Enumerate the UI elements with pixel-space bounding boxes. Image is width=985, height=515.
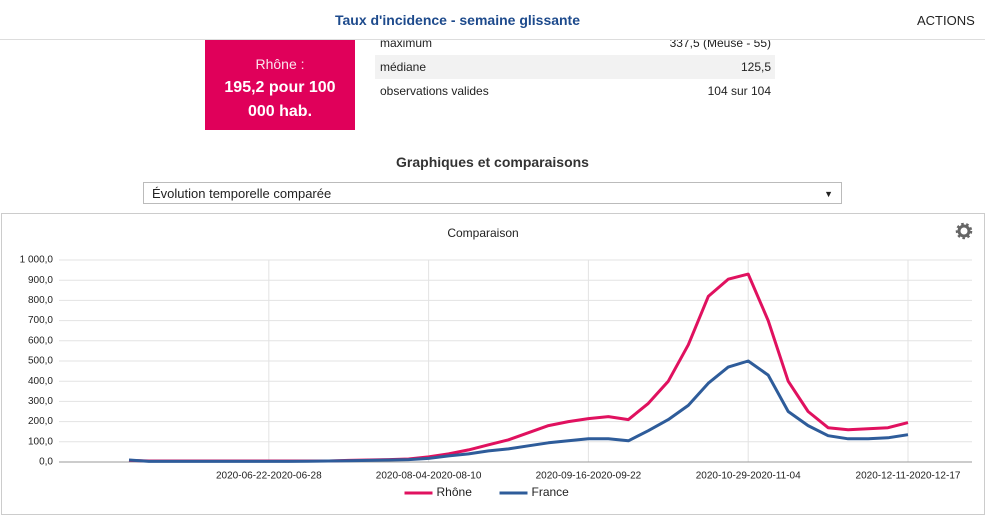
summary-label: Rhône : <box>255 56 305 72</box>
chart-select[interactable]: Évolution temporelle comparée ▼ <box>143 182 842 204</box>
select-value: Évolution temporelle comparée <box>152 186 332 201</box>
legend-label: Rhône <box>437 485 473 499</box>
header: Taux d'incidence - semaine glissante ACT… <box>0 0 985 40</box>
legend-label: France <box>532 485 570 499</box>
y-tick-label: 0,0 <box>39 457 53 468</box>
select-arrow: ▼ <box>824 189 833 199</box>
x-tick-label: 2020-06-22-2020-06-28 <box>216 471 322 482</box>
y-tick-label: 900,0 <box>28 275 53 286</box>
gear-teeth <box>955 222 973 240</box>
y-tick-label: 300,0 <box>28 396 53 407</box>
stats-label: médiane <box>380 60 427 74</box>
y-tick-label: 500,0 <box>28 356 53 367</box>
chart-panel: Comparaison 0,0 100,0 200,0 300,0 400,0 500,0… <box>1 213 985 515</box>
y-tick-label: 700,0 <box>28 315 53 326</box>
summary-box: Rhône : 195,2 pour 100 000 hab. <box>205 40 355 130</box>
actions-button[interactable]: ACTIONS <box>917 13 975 28</box>
summary-value: 195,2 pour 100 000 hab. <box>224 79 336 120</box>
series-line <box>128 359 909 463</box>
gear <box>957 224 971 238</box>
settings-icon[interactable] <box>955 222 973 240</box>
stats-row: observations valides 104 sur 104 <box>375 79 775 103</box>
series-line <box>128 272 909 463</box>
stats-value: 104 sur 104 <box>707 84 771 98</box>
stats-value: 125,5 <box>740 60 771 74</box>
chart: Comparaison 0,0 100,0 200,0 300,0 400,0 500,0… <box>20 222 973 499</box>
x-tick-label: 2020-09-16-2020-09-22 <box>536 471 642 482</box>
stats-label: observations valides <box>380 84 489 98</box>
y-tick-label: 200,0 <box>28 416 53 427</box>
chart-title: Comparaison <box>447 226 518 240</box>
x-tick-label: 2020-08-04-2020-08-10 <box>376 471 482 482</box>
y-tick-label: 400,0 <box>28 376 53 387</box>
section-title: Graphiques et comparaisons <box>396 154 589 170</box>
y-tick-label: 1 000,0 <box>20 255 54 266</box>
y-tick-label: 100,0 <box>28 436 53 447</box>
x-tick-label: 2020-10-29-2020-11-04 <box>696 471 801 482</box>
stats-row: médiane 125,5 <box>375 55 775 79</box>
y-tick-label: 800,0 <box>28 295 53 306</box>
x-tick-label: 2020-12-11-2020-12-17 <box>856 471 961 482</box>
y-tick-label: 600,0 <box>28 335 53 346</box>
header-title: Taux d'incidence - semaine glissante <box>334 12 581 28</box>
stats-table: maximum 337,5 (Meuse - 55) médiane 125,5 o… <box>375 31 775 103</box>
